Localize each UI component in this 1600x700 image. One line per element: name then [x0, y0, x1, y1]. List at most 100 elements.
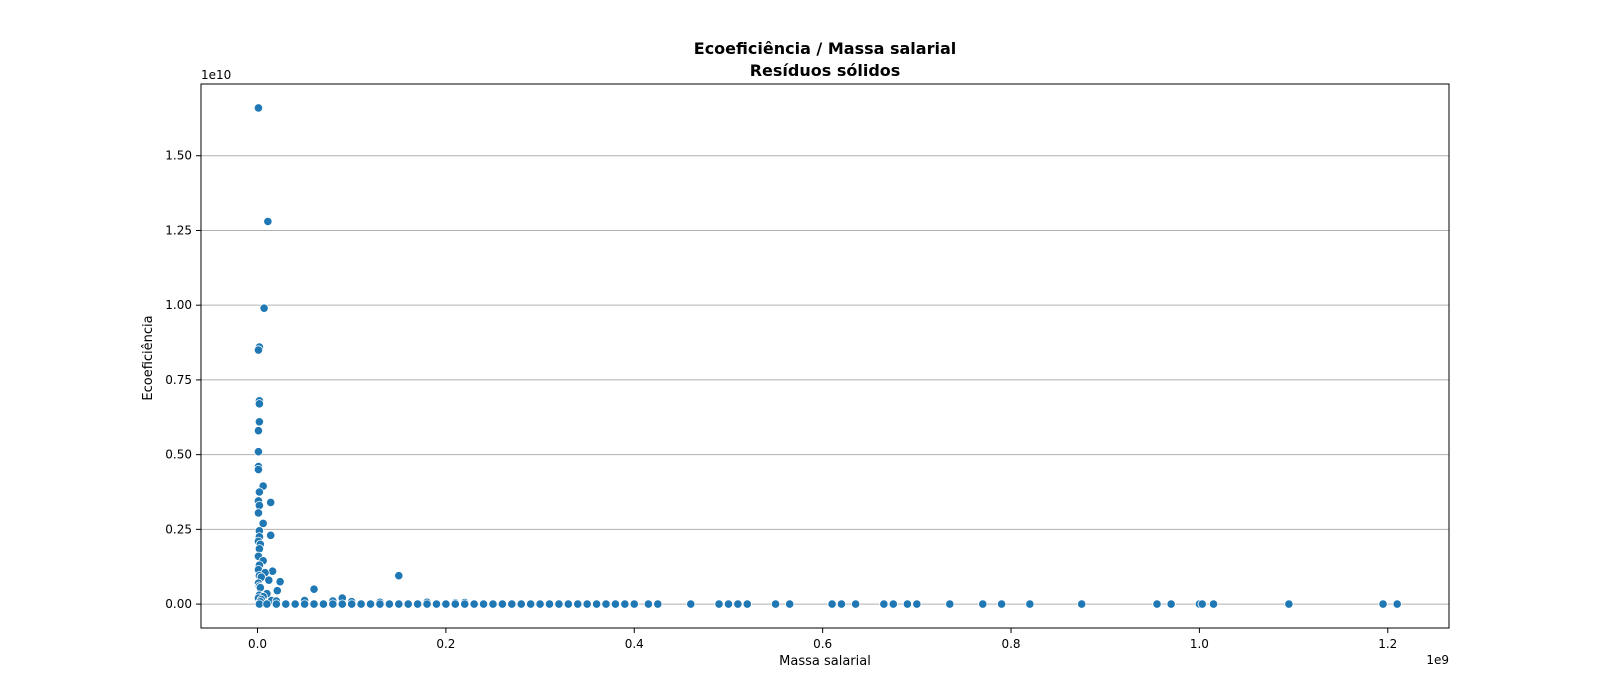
x-tick-label: 0.8 [1001, 637, 1020, 651]
scatter-point [384, 599, 394, 609]
scatter-point [733, 599, 743, 609]
scatter-point [253, 103, 264, 113]
grid-layer [201, 155, 1449, 605]
scatter-point [460, 599, 470, 609]
scatter-point [375, 599, 385, 609]
scatter-point [347, 599, 357, 609]
scatter-point [945, 599, 955, 609]
scatter-point [253, 447, 264, 457]
scatter-point [629, 599, 639, 609]
scatter-point [266, 530, 276, 540]
scatter-point [254, 487, 264, 497]
scatter-point [356, 599, 366, 609]
scatter-point [258, 518, 268, 528]
scatter-point [1208, 599, 1219, 609]
scatter-point [497, 599, 508, 609]
scatter-point [526, 599, 536, 609]
y-tick-label: 1.50 [165, 149, 192, 163]
scatter-point [318, 599, 329, 609]
scatter-point [563, 599, 573, 609]
scatter-point [309, 584, 319, 594]
y-axis-label: Ecoeficiência [141, 315, 156, 400]
plot-area-frame [200, 83, 1450, 629]
y-tick-label: 0.25 [165, 522, 192, 536]
scatter-point [544, 599, 555, 609]
scatter-point [365, 599, 376, 609]
scatter-point [723, 599, 734, 609]
scatter-point [535, 599, 545, 609]
scatter-point [271, 599, 281, 609]
scatter-point [422, 599, 432, 609]
scatter-point [259, 303, 269, 313]
scatter-point [507, 599, 517, 609]
scatter-point [290, 599, 300, 609]
scatter-point [610, 599, 621, 609]
scatter-point [275, 577, 285, 587]
scatter-point [450, 599, 460, 609]
scatter-point [686, 599, 696, 609]
x-tick-label: 0.2 [436, 637, 455, 651]
scatter-point [478, 599, 489, 609]
scatter-point [264, 575, 274, 585]
scatter-point [272, 586, 282, 596]
scatter-point [1392, 599, 1402, 609]
chart-subtitle: Resíduos sólidos [750, 61, 901, 80]
scatter-point [413, 599, 423, 609]
scatter-point [262, 599, 272, 609]
x-axis-ticks: 0.0 0.2 0.4 0.6 0.8 1.0 1.2 [248, 628, 1397, 651]
scatter-point [309, 599, 319, 609]
x-tick-label: 1.2 [1378, 637, 1397, 651]
scatter-point [554, 599, 564, 609]
scatter-point [266, 497, 276, 508]
scatter-point [488, 599, 498, 609]
scatter-point [714, 599, 724, 609]
scatter-point [573, 599, 583, 609]
x-tick-label: 0.4 [625, 637, 644, 651]
scatter-point [643, 599, 653, 609]
scatter-point [254, 544, 264, 554]
y-tick-label: 1.00 [165, 298, 192, 312]
scatter-point [620, 599, 630, 609]
y-tick-label: 0.50 [165, 448, 192, 462]
scatter-point [912, 599, 922, 609]
scatter-point [742, 599, 752, 609]
y-axis-offset-label: 1e10 [201, 68, 231, 82]
chart-title: Ecoeficiência / Massa salarial [694, 39, 956, 58]
scatter-point [997, 599, 1007, 609]
scatter-point [1284, 599, 1294, 609]
scatter-point [253, 426, 264, 436]
scatter-point [441, 599, 451, 609]
scatter-point [978, 599, 988, 609]
x-tick-label: 0.6 [813, 637, 832, 651]
scatter-point [516, 599, 526, 609]
scatter-point [601, 599, 611, 609]
y-tick-label: 0.00 [165, 597, 192, 611]
scatter-point [281, 599, 291, 609]
x-tick-label: 0.0 [248, 637, 267, 651]
scatter-point [653, 599, 663, 609]
scatter-point [785, 599, 795, 609]
scatter-point [337, 599, 347, 609]
scatter-point [1152, 599, 1162, 609]
scatter-point [253, 508, 264, 518]
scatter-point [902, 599, 913, 609]
scatter-point [1166, 599, 1176, 609]
scatter-point [1378, 599, 1388, 609]
scatter-point [394, 571, 404, 581]
scatter-point [254, 417, 264, 427]
scatter-point [300, 599, 310, 609]
scatter-point [469, 599, 479, 609]
scatter-point [431, 599, 442, 609]
y-axis-ticks: 0.00 0.25 0.50 0.75 1.00 1.25 1.50 [165, 149, 201, 611]
scatter-point [255, 583, 265, 593]
y-tick-label: 1.25 [165, 223, 192, 237]
scatter-point [851, 599, 861, 609]
points-layer [253, 103, 1402, 609]
scatter-point [1197, 599, 1207, 609]
scatter-point [836, 599, 847, 609]
scatter-point [827, 599, 837, 609]
x-tick-label: 1.0 [1190, 637, 1209, 651]
scatter-point [253, 464, 264, 475]
x-axis-offset-label: 1e9 [1426, 653, 1449, 667]
